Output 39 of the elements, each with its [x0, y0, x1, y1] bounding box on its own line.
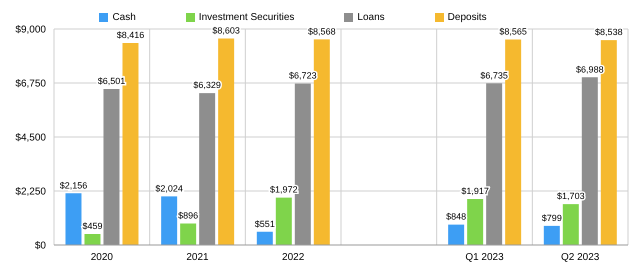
x-tick-label: 2020: [90, 252, 114, 264]
legend-label: Investment Securities: [198, 12, 294, 23]
legend-label: Cash: [112, 12, 136, 23]
bar: [448, 224, 464, 245]
y-tick-label: $0: [34, 240, 46, 252]
x-tick-label: Q2 2023: [560, 252, 600, 264]
data-label: $2,156: [60, 180, 88, 190]
data-label: $551: [254, 218, 275, 229]
data-label: $8,538: [595, 27, 623, 38]
data-label: $1,972: [270, 184, 298, 195]
legend-label: Loans: [357, 12, 385, 23]
data-label: $8,565: [499, 26, 527, 36]
data-label: $8,416: [116, 30, 144, 40]
data-label: $8,603: [212, 26, 240, 36]
bar: [161, 196, 178, 245]
x-tick-label: 2022: [282, 252, 305, 264]
y-tick-label: $9,000: [15, 24, 46, 36]
data-label: $1,917: [461, 186, 489, 196]
bar: [467, 198, 484, 245]
y-tick-label: $6,750: [15, 78, 46, 90]
legend-label: Deposits: [448, 12, 487, 23]
bar: [180, 223, 196, 245]
data-label: $799: [542, 212, 562, 223]
bar: [544, 226, 560, 245]
data-label: $896: [178, 210, 198, 220]
bar: [276, 198, 292, 245]
y-tick-label: $2,250: [15, 186, 46, 198]
bar: [256, 232, 273, 245]
bar: [84, 234, 100, 245]
bar: [562, 204, 579, 245]
bar: [65, 193, 82, 245]
data-label: $459: [82, 220, 102, 231]
data-label: $8,568: [308, 26, 336, 36]
data-label: $848: [446, 212, 466, 222]
x-tick-label: 2021: [186, 252, 210, 264]
x-tick-label: Q1 2023: [465, 252, 504, 264]
y-tick-label: $4,500: [15, 132, 46, 144]
data-label: $2,024: [155, 183, 183, 194]
data-label: $1,703: [557, 191, 585, 202]
